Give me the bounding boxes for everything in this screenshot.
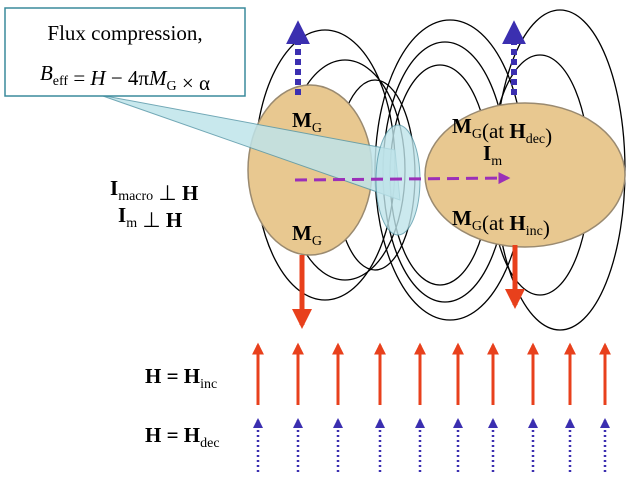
text-run: (at: [482, 119, 509, 143]
text-run: m: [126, 216, 137, 231]
text-run: G: [312, 121, 322, 136]
text-run: dec: [526, 132, 545, 147]
text-run: ): [543, 216, 550, 240]
text-run: eff: [53, 74, 69, 89]
text-run: inc: [200, 377, 217, 392]
text-run: H = H: [145, 423, 200, 447]
text-run: macro: [118, 189, 153, 204]
text-run: G: [312, 234, 322, 249]
field-label: H = Hdec: [145, 423, 220, 451]
text-run: ⊥: [153, 181, 182, 205]
diagram: Flux compression, Beff = H − 4πMG × α MG…: [0, 0, 644, 479]
current-relation: Imacro ⊥ H: [110, 176, 198, 205]
text-run: M: [452, 114, 472, 138]
text-run: I: [483, 141, 491, 165]
text-run: (at: [482, 211, 509, 235]
text-run: M: [452, 206, 472, 230]
text-run: H: [182, 181, 198, 205]
text-run: ): [545, 124, 552, 148]
text-run: I: [118, 203, 126, 227]
field-label: H = Hinc: [145, 364, 217, 392]
text-run: − 4π: [106, 66, 150, 90]
callout-title: Flux compression,: [47, 21, 202, 45]
text-run: =: [68, 66, 90, 90]
text-run: H: [166, 208, 182, 232]
text-run: G: [167, 79, 177, 94]
text-run: M: [292, 108, 312, 132]
applied-field-arrows: [258, 345, 605, 472]
text-run: M: [148, 66, 168, 90]
text-run: inc: [526, 224, 543, 239]
text-run: G: [472, 219, 482, 234]
text-run: H = H: [145, 364, 200, 388]
text-run: H: [509, 211, 525, 235]
text-run: × α: [177, 71, 210, 95]
text-run: dec: [200, 436, 219, 451]
text-run: ⊥: [137, 208, 166, 232]
text-run: H: [509, 119, 525, 143]
text-run: I: [110, 176, 118, 200]
text-run: B: [40, 61, 53, 85]
current-relation: Im ⊥ H: [118, 203, 182, 232]
text-run: M: [292, 221, 312, 245]
text-run: m: [491, 154, 502, 169]
text-run: G: [472, 127, 482, 142]
